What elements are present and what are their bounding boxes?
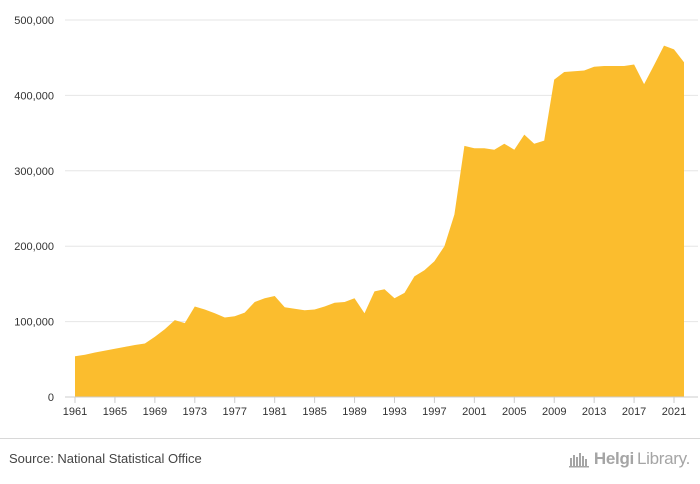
- data-point: [403, 291, 407, 295]
- data-point: [512, 148, 516, 152]
- data-point: [133, 343, 137, 347]
- data-point: [173, 318, 177, 322]
- data-point: [682, 60, 686, 64]
- data-point: [163, 327, 167, 331]
- x-tick-label: 2009: [542, 406, 566, 418]
- data-point: [572, 69, 576, 73]
- data-point: [592, 65, 596, 69]
- data-point: [522, 133, 526, 137]
- x-tick-label: 1997: [422, 406, 446, 418]
- chart: 0 100,000 200,000 300,000 400,000 500,000 1961…: [14, 15, 698, 418]
- data-point: [353, 296, 357, 300]
- data-point: [333, 301, 337, 305]
- data-point: [652, 63, 656, 67]
- data-point: [223, 316, 227, 320]
- x-tick-label: 1993: [382, 406, 406, 418]
- data-point: [253, 300, 257, 304]
- data-point: [492, 148, 496, 152]
- data-point: [373, 289, 377, 293]
- x-tick-label: 1969: [143, 406, 167, 418]
- data-point: [213, 311, 217, 315]
- x-tick-label: 2021: [662, 406, 686, 418]
- data-point: [462, 144, 466, 148]
- x-tick-label: 1965: [103, 406, 127, 418]
- brand-name-rest: Library.: [636, 449, 690, 468]
- data-point: [582, 69, 586, 73]
- data-point: [113, 347, 117, 351]
- data-point: [412, 274, 416, 278]
- x-tick-label: 2017: [622, 406, 646, 418]
- y-tick-label: 300,000: [14, 166, 54, 178]
- data-point: [93, 351, 97, 355]
- data-point: [393, 296, 397, 300]
- brand-name-bold: Helgi: [593, 449, 634, 468]
- x-tick-label: 2005: [502, 406, 526, 418]
- y-tick-label: 200,000: [14, 241, 54, 253]
- data-point: [472, 146, 476, 150]
- data-point: [363, 311, 367, 315]
- x-tick-label: 1961: [63, 406, 87, 418]
- data-point: [203, 308, 207, 312]
- y-tick-label: 100,000: [14, 317, 54, 329]
- data-point: [343, 300, 347, 304]
- data-point: [293, 307, 297, 311]
- data-point: [233, 314, 237, 318]
- data-point: [612, 64, 616, 68]
- data-point: [153, 335, 157, 339]
- x-tick-label: 2001: [462, 406, 486, 418]
- x-tick-label: 1977: [222, 406, 246, 418]
- data-point: [303, 308, 307, 312]
- data-point: [283, 305, 287, 309]
- data-point: [422, 268, 426, 272]
- source-note: Source: National Statistical Office: [9, 451, 202, 466]
- y-tick-label: 0: [48, 392, 54, 404]
- data-point: [622, 64, 626, 68]
- x-tick-label: 2013: [582, 406, 606, 418]
- data-point: [73, 354, 77, 358]
- data-point: [562, 70, 566, 74]
- x-tick-label: 1985: [302, 406, 326, 418]
- series-area: [73, 44, 686, 397]
- y-tick-label: 500,000: [14, 15, 54, 27]
- data-point: [243, 311, 247, 315]
- data-point: [263, 296, 267, 300]
- data-point: [662, 44, 666, 48]
- data-point: [482, 146, 486, 150]
- data-point: [442, 244, 446, 248]
- data-point: [273, 294, 277, 298]
- data-point: [83, 353, 87, 357]
- axes: 0 100,000 200,000 300,000 400,000 500,000 1961…: [14, 15, 698, 418]
- data-point: [143, 342, 147, 346]
- data-point: [452, 213, 456, 217]
- data-point: [672, 47, 676, 51]
- data-point: [323, 305, 327, 309]
- helgi-library-logo[interactable]: Helgi Library.: [568, 449, 690, 469]
- data-point: [632, 63, 636, 67]
- x-tick-label: 1981: [262, 406, 286, 418]
- data-point: [432, 259, 436, 263]
- data-point: [552, 78, 556, 82]
- data-point: [602, 64, 606, 68]
- data-point: [183, 321, 187, 325]
- data-point: [313, 308, 317, 312]
- data-point: [532, 142, 536, 146]
- footer: Source: National Statistical Office Helg…: [0, 438, 700, 484]
- data-point: [383, 287, 387, 291]
- x-tick-label: 1973: [183, 406, 207, 418]
- data-point: [502, 142, 506, 146]
- data-point: [642, 82, 646, 86]
- data-point: [542, 139, 546, 143]
- library-icon: [568, 453, 589, 468]
- data-point: [123, 345, 127, 349]
- x-tick-label: 1989: [342, 406, 366, 418]
- data-point: [193, 305, 197, 309]
- y-tick-label: 400,000: [14, 90, 54, 102]
- area-fill: [75, 45, 684, 397]
- data-point: [103, 349, 107, 353]
